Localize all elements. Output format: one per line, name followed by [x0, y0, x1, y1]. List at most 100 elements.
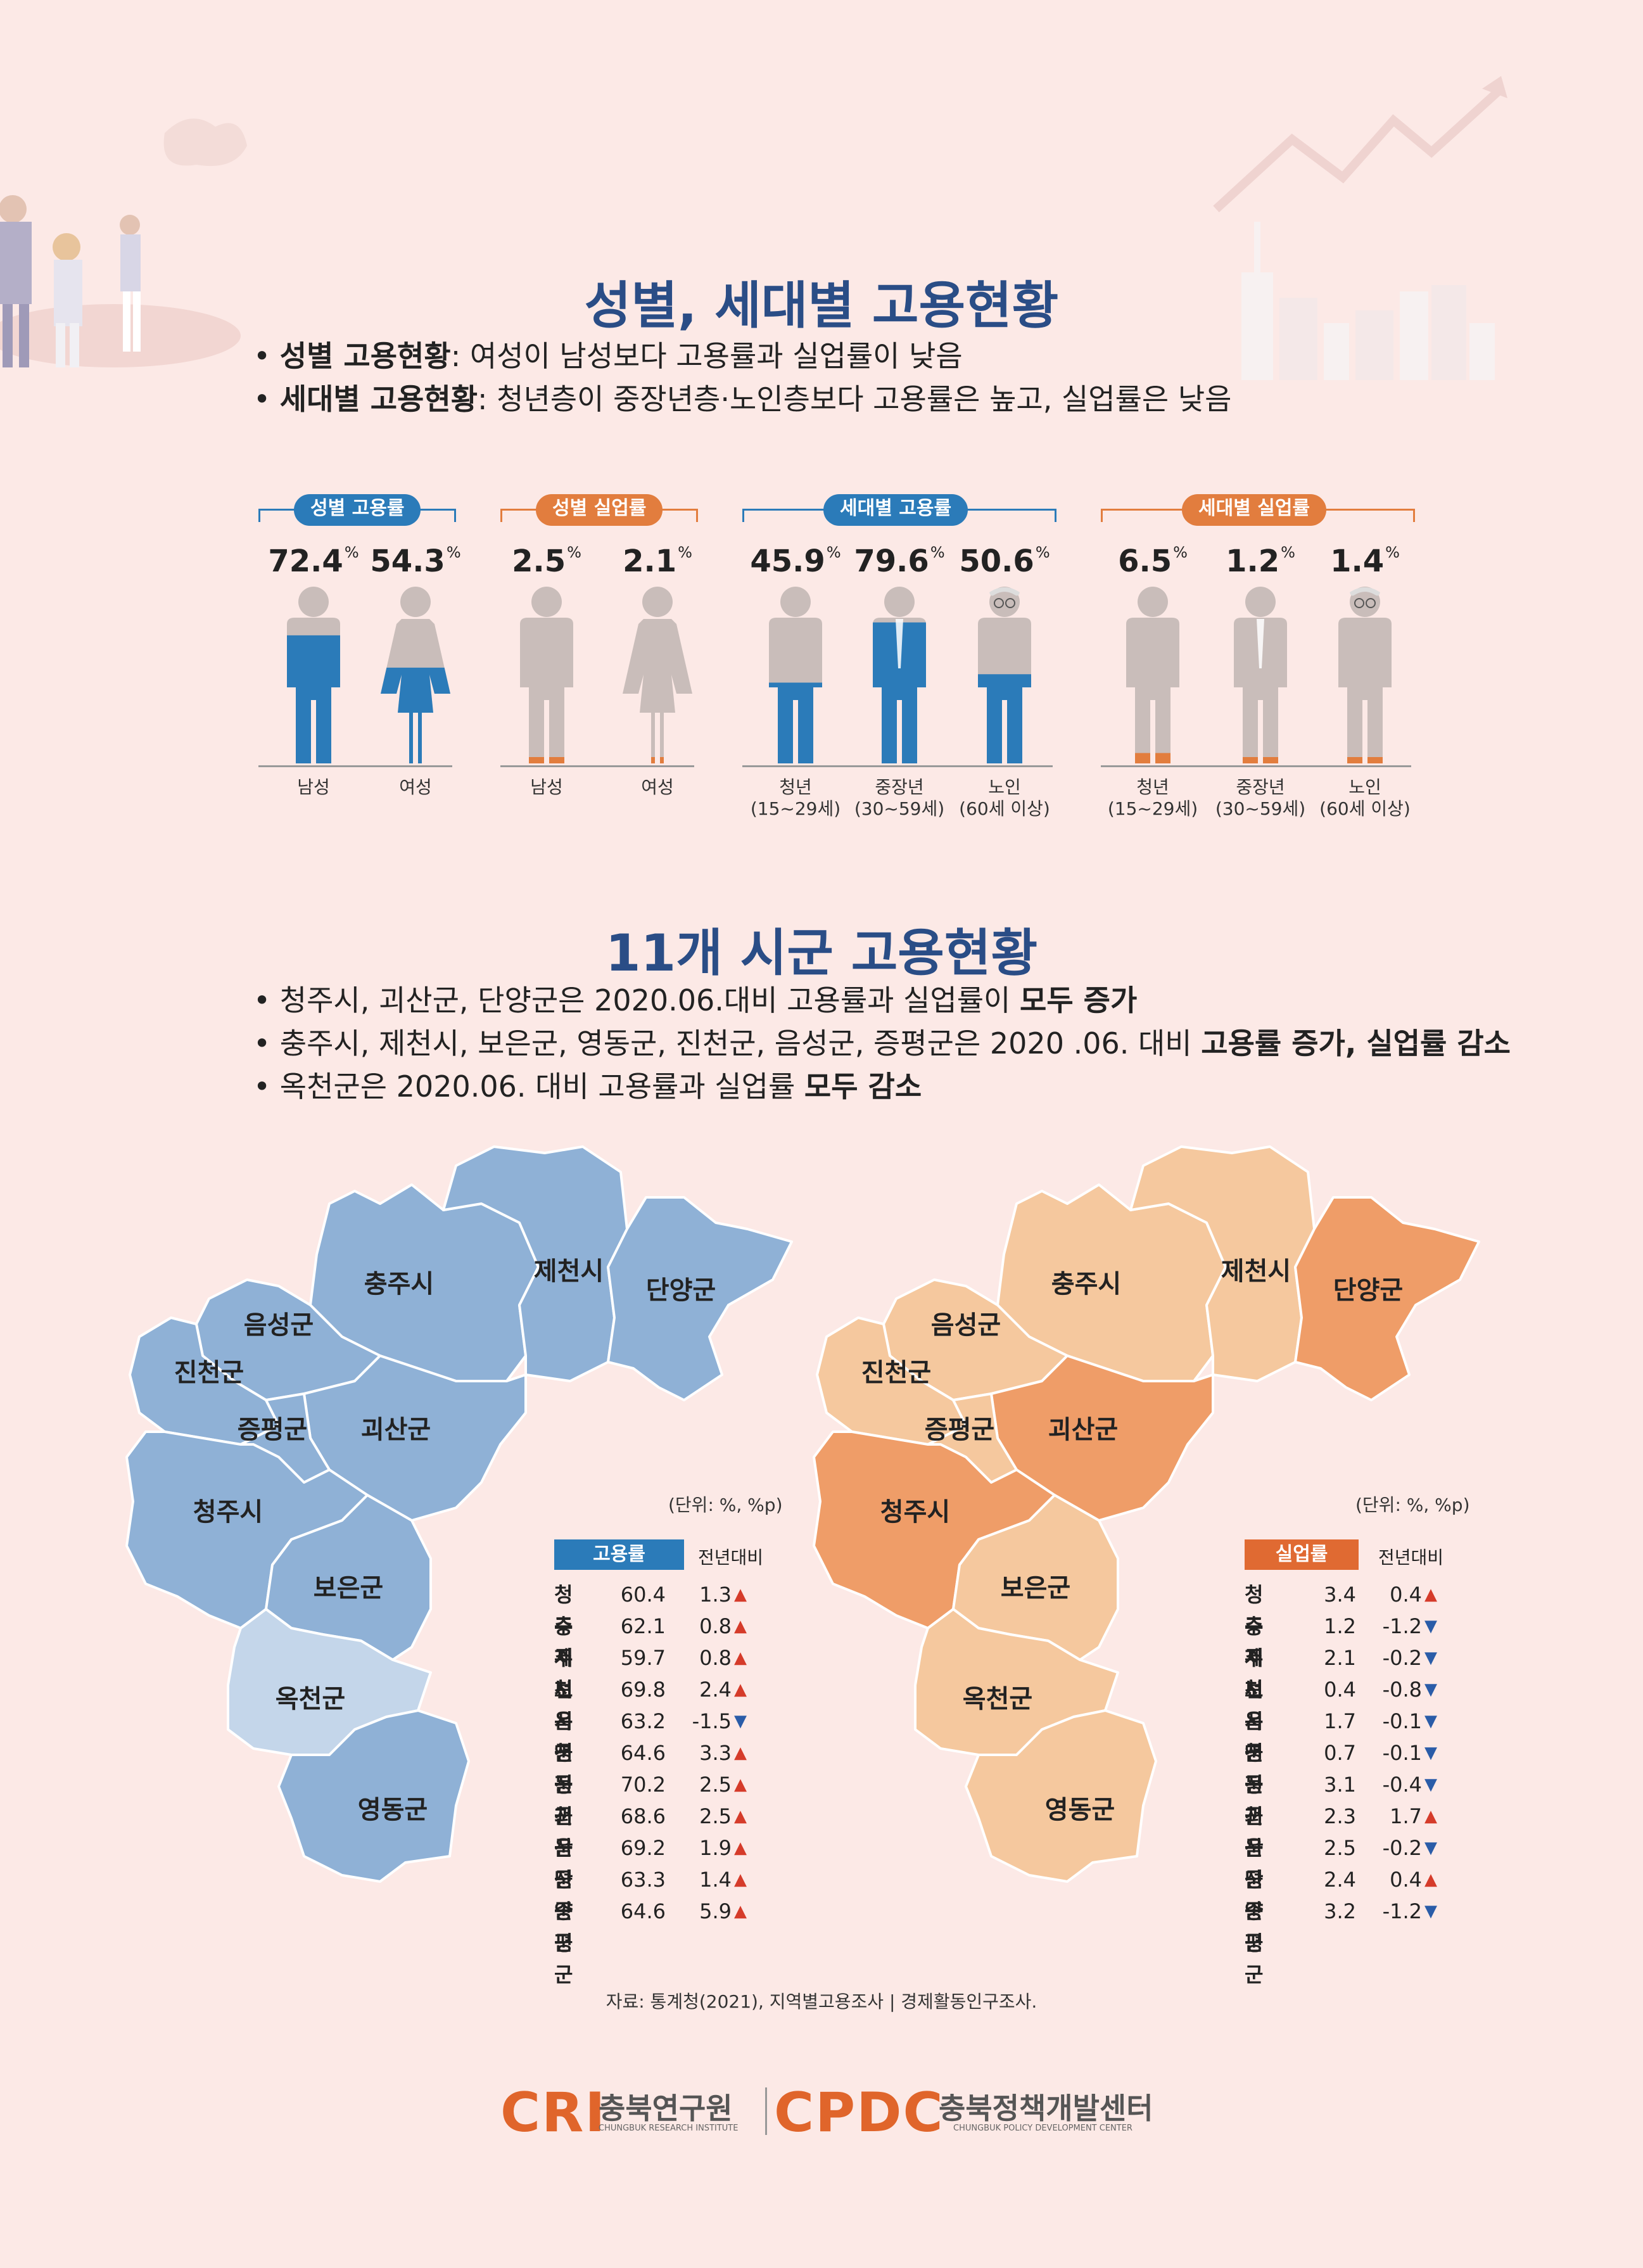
change-value: 1.4: [699, 1868, 732, 1892]
bullet-item: • 청주시, 괴산군, 단양군은 2020.06.대비 고용률과 실업률이 모두…: [253, 983, 1138, 1017]
change-value: 0.8: [699, 1646, 732, 1670]
rate-value: 1.2: [1324, 1614, 1356, 1638]
map-label-danyang: 단양군: [1333, 1276, 1403, 1305]
map-label-cheongju: 청주시: [880, 1498, 950, 1527]
region-name: 영동군: [1245, 1741, 1264, 1828]
rate-value: 2.4: [1324, 1868, 1356, 1892]
map-labels: 충주시 제천시 단양군 음성군 진천군 증평군 괴산군 청주시 보은군 옥천군 …: [861, 1257, 1403, 1825]
middle-age-figure-icon: [1234, 587, 1287, 763]
logo-divider: [765, 2087, 767, 2135]
bullet-item: • 세대별 고용현황: 청년층이 중장년층·노인층보다 고용률은 높고, 실업률…: [253, 382, 1232, 416]
map-label-goesan: 괴산군: [1048, 1415, 1118, 1444]
stat-value: 1.2%: [1226, 544, 1295, 579]
map-label-jeungpyeong: 증평군: [925, 1415, 994, 1444]
rate-value: 2.1: [1324, 1646, 1356, 1670]
cri-logo: CRI: [500, 2081, 607, 2144]
baseline: [500, 765, 694, 767]
triangle-down-icon: ▼: [1424, 1775, 1437, 1794]
employment-unit: (단위: %, %p): [668, 1494, 783, 1515]
stat-value: 2.5%: [512, 544, 581, 579]
region-name: 옥천군: [554, 1709, 573, 1797]
rate-value: 69.2: [620, 1836, 666, 1860]
map-label-boeun: 보은군: [314, 1574, 383, 1603]
region-name: 영동군: [554, 1741, 573, 1828]
bullet-text: : 여성이 남성보다 고용률과 실업률이 낮음: [450, 339, 963, 373]
map-region-yeongdong[interactable]: [965, 1709, 1157, 1883]
change-value: 0.4: [1390, 1868, 1422, 1892]
triangle-up-icon: ▲: [734, 1680, 747, 1699]
change-value: 2.5: [699, 1804, 732, 1828]
map-label-yeongdong: 영동군: [1045, 1795, 1115, 1825]
change-value: -0.2: [1382, 1646, 1422, 1670]
map-label-eumseong: 음성군: [931, 1311, 1001, 1340]
section2-bullets: • 청주시, 괴산군, 단양군은 2020.06.대비 고용률과 실업률이 모두…: [253, 979, 1511, 1108]
baseline: [1101, 765, 1411, 767]
map-region-danyang[interactable]: [1294, 1196, 1480, 1401]
rate-value: 63.3: [620, 1868, 666, 1892]
change-value: -0.1: [1382, 1741, 1422, 1765]
bullet-bold: 세대별 고용현황: [279, 382, 478, 416]
stat-value: 54.3%: [370, 544, 461, 579]
cpdc-english-name: CHUNGBUK POLICY DEVELOPMENT CENTER: [953, 2124, 1132, 2133]
city-chart-illustration: [1213, 76, 1507, 380]
triangle-up-icon: ▲: [734, 1648, 747, 1667]
triangle-up-icon: ▲: [734, 1743, 747, 1762]
triangle-down-icon: ▼: [1424, 1648, 1437, 1667]
employment-badge: 고용률: [554, 1539, 684, 1570]
figure-label: 노인 (60세 이상): [1319, 777, 1411, 819]
cri-korean-name: 충북연구원: [599, 2091, 733, 2125]
female-figure-icon: [623, 587, 692, 763]
region-name: 진천군: [554, 1773, 573, 1860]
section2-title: 11개 시군 고용현황: [605, 924, 1038, 983]
youth-figure-icon: [769, 587, 822, 763]
stat-value: 2.1%: [623, 544, 692, 579]
triangle-down-icon: ▼: [1424, 1680, 1437, 1699]
employment-change-header: 전년대비: [698, 1547, 764, 1568]
map-label-okcheon: 옥천군: [276, 1685, 345, 1714]
map-label-chungju: 충주시: [1051, 1270, 1121, 1299]
employment-map: 충주시 제천시 단양군 음성군 진천군 증평군 괴산군 청주시 보은군 옥천군 …: [125, 1145, 793, 1883]
figure-label: 노인 (60세 이상): [959, 777, 1050, 819]
triangle-up-icon: ▲: [734, 1838, 747, 1857]
triangle-down-icon: ▼: [1424, 1712, 1437, 1731]
triangle-up-icon: ▲: [1424, 1585, 1437, 1604]
region-name: 단양군: [1245, 1868, 1264, 1955]
group-label-age-employment: 세대별 고용률: [823, 494, 968, 526]
rate-value: 3.2: [1324, 1899, 1356, 1923]
map-region-yeongdong[interactable]: [277, 1709, 470, 1883]
triangle-down-icon: ▼: [734, 1712, 747, 1731]
middle-age-figure-icon: [873, 587, 926, 763]
region-name: 제천시: [1245, 1646, 1264, 1733]
rate-value: 0.4: [1324, 1678, 1356, 1702]
change-value: -1.2: [1382, 1614, 1422, 1638]
region-name: 보은군: [1245, 1678, 1264, 1765]
region-name: 옥천군: [1245, 1709, 1264, 1797]
rate-value: 68.6: [620, 1804, 666, 1828]
cpdc-korean-name: 충북정책개발센터: [939, 2091, 1153, 2125]
figure-label: 중장년 (30~59세): [854, 777, 945, 819]
group-label-age-unemployment: 세대별 실업률: [1182, 494, 1327, 526]
figure-label: 중장년 (30~59세): [1215, 777, 1306, 819]
change-value: 0.4: [1390, 1583, 1422, 1607]
change-value: -0.4: [1382, 1773, 1422, 1797]
group-label-gender-employment: 성별 고용률: [294, 494, 421, 526]
triangle-up-icon: ▲: [734, 1902, 747, 1921]
cpdc-logo: CPDC: [774, 2081, 944, 2144]
bullet-text: : 청년층이 중장년층·노인층보다 고용률은 높고, 실업률은 낮음: [478, 382, 1232, 416]
male-figure-icon: [287, 587, 340, 763]
map-labels: 충주시 제천시 단양군 음성군 진천군 증평군 괴산군 청주시 보은군 옥천군 …: [174, 1257, 716, 1825]
change-value: -1.5: [692, 1709, 732, 1733]
people-illustration: [0, 118, 247, 367]
map-label-jecheon: 제천시: [1221, 1257, 1291, 1286]
group-label-gender-unemployment: 성별 실업률: [536, 494, 663, 526]
stat-value: 45.9%: [750, 544, 841, 579]
baseline: [258, 765, 452, 767]
bullet-item: • 옥천군은 2020.06. 대비 고용률과 실업률 모두 감소: [253, 1069, 922, 1104]
map-region-danyang[interactable]: [607, 1196, 793, 1401]
change-value: 3.3: [699, 1741, 732, 1765]
figure-label: 여성: [399, 777, 432, 798]
unemployment-map: 충주시 제천시 단양군 음성군 진천군 증평군 괴산군 청주시 보은군 옥천군 …: [813, 1145, 1480, 1883]
change-value: 1.3: [699, 1583, 732, 1607]
rate-value: 63.2: [620, 1709, 666, 1733]
